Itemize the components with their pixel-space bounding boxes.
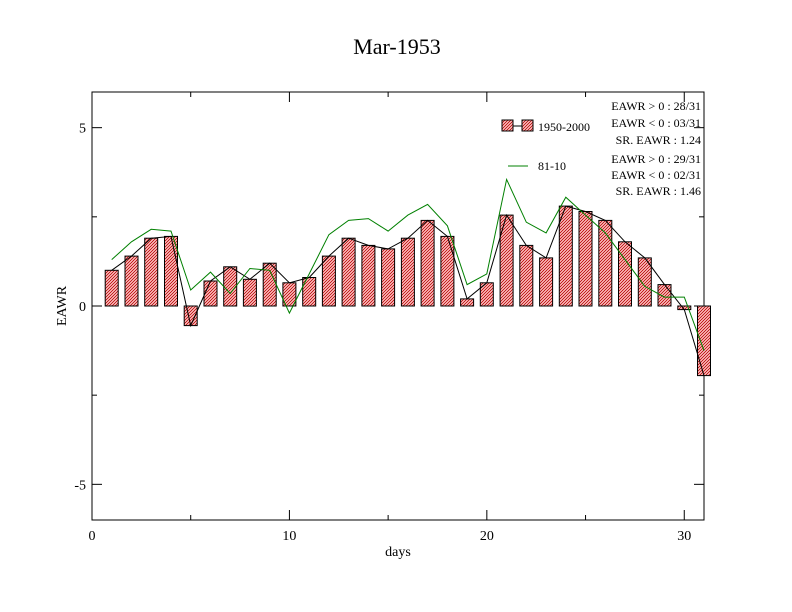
legend-bar-swatch-right	[521, 119, 534, 132]
bar-day-22	[519, 244, 534, 307]
stats-1950-2000-positive: EAWR > 0 : 28/31	[611, 99, 701, 113]
axes-layer: 0 10 20 30 -5 0 5	[74, 92, 704, 544]
bar-day-29	[657, 284, 672, 307]
stats-81-10-negative: EAWR < 0 : 02/31	[611, 168, 701, 182]
bar-day-6	[203, 280, 218, 307]
x-tick-label: 30	[677, 529, 691, 544]
x-axis-label: days	[385, 545, 411, 560]
stats-81-10-positive: EAWR > 0 : 29/31	[611, 152, 701, 166]
y-tick-label: 0	[79, 300, 86, 315]
bar-day-7	[223, 266, 238, 307]
bar-day-2	[124, 255, 139, 307]
x-tick-label: 0	[89, 529, 96, 544]
stats-block-81-10: EAWR > 0 : 29/31 EAWR < 0 : 02/31 SR. EA…	[611, 152, 701, 198]
bar-day-21	[499, 214, 514, 307]
bar-day-3	[144, 237, 159, 307]
bar-day-12	[321, 255, 336, 307]
y-tick-label: 5	[79, 122, 86, 137]
bar-day-17	[420, 219, 435, 307]
bar-day-16	[400, 237, 415, 307]
y-axis-label: EAWR	[55, 285, 70, 326]
bar-day-14	[361, 244, 376, 307]
bar-day-23	[539, 257, 554, 307]
stats-1950-2000-sr: SR. EAWR : 1.24	[616, 133, 701, 147]
lines-layer	[111, 177, 705, 376]
legend: 1950-2000 81-10	[501, 119, 590, 173]
stats-1950-2000-negative: EAWR < 0 : 03/31	[611, 116, 701, 130]
bar-day-13	[341, 237, 356, 307]
bar-day-31	[697, 305, 711, 377]
bar-day-28	[637, 257, 652, 307]
stats-block-1950-2000: EAWR > 0 : 28/31 EAWR < 0 : 03/31 SR. EA…	[611, 99, 701, 147]
bar-day-11	[302, 277, 317, 307]
stats-81-10-sr: SR. EAWR : 1.46	[616, 184, 701, 198]
bar-day-25	[578, 211, 593, 307]
bar-day-1	[104, 269, 119, 307]
legend-label-81-10: 81-10	[538, 159, 566, 173]
bar-day-18	[440, 235, 455, 307]
legend-bar-swatch-left	[501, 119, 514, 132]
series-line-81-10	[111, 177, 705, 351]
bar-day-15	[381, 248, 396, 307]
bar-day-4	[164, 235, 178, 307]
x-tick-label: 10	[282, 529, 296, 544]
legend-item-1950-2000: 1950-2000	[501, 119, 590, 134]
legend-label-1950-2000: 1950-2000	[538, 120, 590, 134]
x-tick-label: 20	[480, 529, 494, 544]
bar-day-24	[558, 205, 573, 307]
bar-day-8	[242, 278, 257, 307]
bar-day-19	[460, 298, 475, 307]
y-tick-label: -5	[74, 478, 86, 493]
legend-item-81-10: 81-10	[508, 159, 566, 173]
bar-day-27	[618, 241, 632, 307]
bars-layer	[104, 205, 711, 377]
chart-title: Mar-1953	[353, 34, 441, 59]
series-line-mean-0	[111, 205, 705, 376]
